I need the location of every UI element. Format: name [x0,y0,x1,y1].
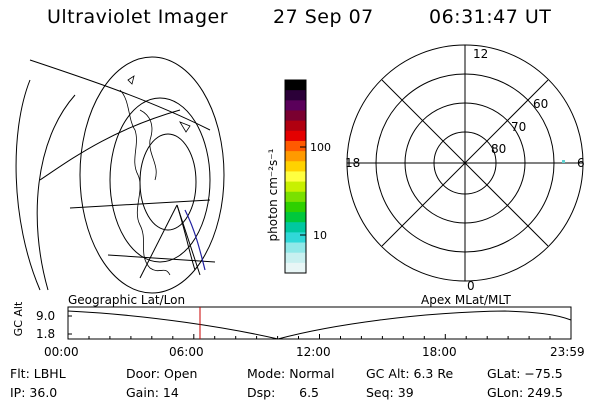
color-bar-band [285,110,306,122]
x-tick-label-1200: 12:00 [296,345,331,359]
mlat-label-70: 70 [511,120,526,134]
color-bar-frame [284,79,307,274]
gain-info: Gain: 14 [126,385,179,400]
color-bar-band [285,191,306,203]
x-tick-label-0600: 06:00 [169,345,204,359]
seq-info: Seq: 39 [366,385,414,400]
color-bar-band [285,140,306,152]
color-bar-band [285,90,306,101]
color-bar-band [285,130,306,142]
coastline [139,109,157,181]
map-grid-line [36,94,76,291]
color-bar-band [285,161,306,172]
map-lat-circle [79,56,225,294]
timeline-y-axis-label: GC Alt [12,301,25,336]
color-bar-band [285,222,306,233]
mlt-label-0: 0 [467,279,475,293]
x-tick-label-0000: 00:00 [44,345,79,359]
time-label: 06:31:47 UT [429,6,552,28]
mlat-label-60: 60 [533,97,548,111]
polar-data-point [562,160,565,163]
color-bar-band [285,171,306,183]
color-bar-band [285,262,306,274]
ip-info: IP: 36.0 [10,385,58,400]
timeline-panel: GC Alt 9.0 1.8 Geographic Lat/Lon Apex M… [12,293,585,359]
polar-diagonal [381,79,549,247]
color-bar-band [285,232,306,244]
timeline-y-tick-label: 9.0 [36,309,55,323]
map-meridian [69,199,211,209]
x-tick-label-1800: 18:00 [422,345,457,359]
geographic-label: Geographic Lat/Lon [68,293,185,307]
glon-info: GLon: 249.5 [487,385,563,400]
gc-alt-info: GC Alt: 6.3 Re [366,366,454,381]
color-bar-band [285,201,306,213]
map-meridian [176,204,196,271]
polar-plot [346,44,584,282]
mlt-label-12: 12 [473,47,488,61]
mlat-label-80: 80 [491,142,506,156]
map-grid-line [15,79,41,291]
color-bar-band [285,100,306,111]
color-bar-tick-label: 100 [310,141,331,154]
color-bar-band [285,120,306,132]
map-grid-line [107,254,216,263]
color-bar-unit-label: photon cm⁻²s⁻¹ [266,148,280,241]
color-bar-band [285,181,306,193]
map-grid-line [29,59,211,131]
mlt-label-18: 18 [345,156,360,170]
coastline [119,89,171,276]
mlt-label-6: 6 [577,156,585,170]
color-bar-tick-label: 10 [313,229,327,242]
timeline-x-ticks [67,334,572,339]
map-meridian [139,204,178,279]
dsp-info: Dsp: 6.5 [247,385,320,400]
apex-label: Apex MLat/MLT [421,293,511,307]
color-bar-band [285,242,306,254]
coastline-island [127,75,135,85]
timeline-y-tick-label: 1.8 [36,327,55,341]
color-bar-band [285,212,306,223]
map-lat-circle [109,97,211,263]
color-bar [285,80,306,274]
date-label: 27 Sep 07 [273,6,374,28]
orbit-track [184,209,206,271]
x-tick-label-2359: 23:59 [550,345,585,359]
altitude-curve [67,310,572,340]
color-bar-band [285,80,306,91]
color-bar-band [285,151,306,162]
map-grid-line [39,109,181,181]
door-info: Door: Open [126,366,198,381]
filter-info: Flt: LBHL [10,366,66,381]
glat-info: GLat: −75.5 [487,366,563,381]
geographic-map [15,56,225,294]
instrument-title: Ultraviolet Imager [47,6,229,28]
mode-info: Mode: Normal [247,366,335,381]
color-bar-band [285,252,306,264]
coastline-island [179,121,191,133]
